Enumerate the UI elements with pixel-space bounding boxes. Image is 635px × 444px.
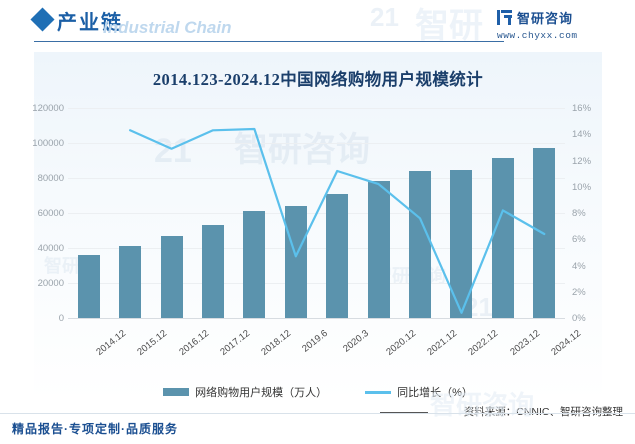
x-tick-label: 2017.12 [218, 328, 253, 358]
page-header: 产业链 Industrial Chain 智研咨询 www.chyxx.com … [0, 0, 635, 52]
footer-divider [0, 413, 635, 414]
y-tick: 20000 [37, 278, 64, 289]
legend-label-line: 同比增长（%） [397, 387, 473, 399]
watermark-text: 智研 [415, 7, 483, 45]
bar [284, 206, 307, 318]
y-tick: 60000 [37, 208, 64, 219]
bar [77, 254, 100, 318]
chart-card: 2014.123-2024.12中国网络购物用户规模统计 21 智研咨询 智研 … [32, 52, 602, 402]
line-path [128, 127, 546, 314]
legend-swatch-bar [163, 388, 190, 396]
y2-tick: 4% [572, 260, 586, 272]
x-tick-label: 2018.12 [259, 328, 294, 358]
gridline [68, 143, 565, 144]
diamond-icon [30, 7, 55, 32]
y2-tick: 8% [572, 208, 586, 219]
x-tick-label: 2020.12 [383, 328, 418, 358]
brand-block: 智研咨询 www.chyxx.com [497, 8, 627, 41]
bar [201, 224, 224, 318]
y2-tick: 6% [572, 234, 586, 246]
legend-label-bar: 网络购物用户规模（万人） [195, 387, 328, 399]
y-tick: 100000 [32, 138, 64, 149]
x-tick-label: 2014.12 [93, 328, 128, 358]
bar-series [68, 108, 565, 318]
y2-tick: 14% [572, 129, 592, 141]
bar [409, 170, 432, 318]
bar [119, 245, 142, 318]
y-axis-left: 120000 100000 80000 60000 40000 20000 0 [20, 103, 66, 374]
y2-tick: 16% [572, 103, 592, 114]
bar [326, 193, 349, 318]
x-tick-label: 2019.6 [299, 328, 330, 355]
chart-title: 2014.123-2024.12中国网络购物用户规模统计 [152, 70, 484, 89]
bar [160, 236, 183, 318]
legend-item-bar[interactable]: 网络购物用户规模（万人） [163, 384, 327, 400]
x-tick-label: 2015.12 [135, 328, 170, 358]
source-note: 资料来源：CNNIC、智研咨询整理 [463, 406, 623, 418]
gridline [68, 108, 565, 109]
brand-name: 智研咨询 [517, 11, 574, 26]
bar [367, 181, 390, 318]
gridline [68, 178, 565, 179]
bar [243, 211, 266, 318]
y2-tick: 2% [572, 286, 586, 298]
chart-legend: 网络购物用户规模（万人） 同比增长（%） [34, 384, 602, 400]
y-tick: 120000 [32, 103, 64, 114]
footer-text: 精品报告·专项定制·品质服务 [12, 422, 178, 436]
zhiyan-logo-icon [497, 10, 512, 25]
plot-area: 120000 100000 80000 60000 40000 20000 0 … [32, 103, 591, 374]
x-tick-label: 2016.12 [176, 328, 211, 358]
y-tick: 80000 [37, 173, 64, 184]
source-rule [380, 412, 428, 413]
x-axis-labels: 2014.12 2015.12 2016.12 2017.12 2018.12 2019.… [68, 322, 583, 382]
x-tick-label: 2021.12 [425, 328, 460, 358]
x-tick-label: 2022.12 [466, 328, 501, 358]
page-title: 产业链 [57, 12, 123, 34]
y2-tick: 0% [572, 313, 586, 324]
y2-tick: 12% [572, 155, 592, 167]
x-axis-line [68, 318, 565, 319]
header-divider [34, 41, 504, 42]
bar [450, 170, 473, 318]
x-tick-label: 2023.12 [508, 328, 542, 358]
legend-item-line[interactable]: 同比增长（%） [365, 384, 473, 400]
y-axis-right: 16% 14% 12% 10% 8% 6% 4% 2% 0% [568, 103, 614, 374]
gridline [68, 248, 565, 249]
y2-tick: 10% [572, 181, 592, 193]
brand-url: www.chyxx.com [497, 30, 578, 41]
legend-swatch-line [365, 390, 392, 394]
y-tick: 0 [58, 313, 64, 324]
gridline [68, 283, 565, 284]
page-subtitle: Industrial Chain [103, 18, 232, 37]
line-series [128, 127, 546, 314]
x-tick-label: 2020.3 [341, 328, 372, 355]
watermark-logo: 21 [370, 2, 399, 32]
bar [491, 157, 514, 318]
y-tick: 40000 [37, 243, 64, 254]
